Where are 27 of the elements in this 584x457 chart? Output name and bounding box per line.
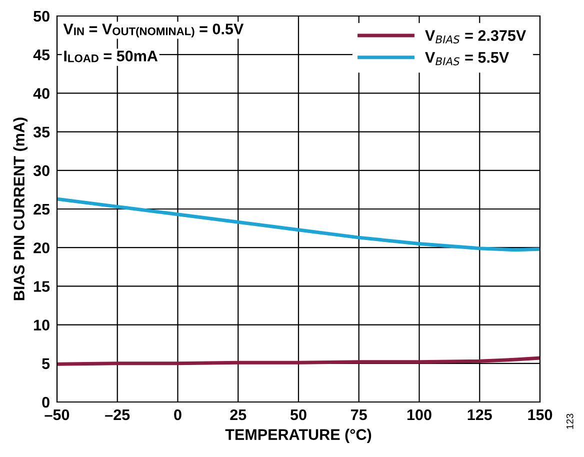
y-tick-label: 50 bbox=[34, 10, 50, 22]
y-tick-label: 10 bbox=[34, 320, 50, 330]
y-tick-label: 15 bbox=[34, 281, 50, 292]
x-tick-label: 50 bbox=[290, 409, 306, 420]
legend-label: V$_{BIAS}$ = 2.375V bbox=[425, 30, 526, 44]
x-tick-label: 75 bbox=[351, 410, 367, 420]
x-tick-label: 0 bbox=[174, 409, 182, 420]
line-series bbox=[57, 197, 540, 252]
y-tick-label: 30 bbox=[33, 165, 50, 176]
x-tick-label: 100 bbox=[407, 409, 432, 420]
y-tick-label: 45 bbox=[33, 50, 50, 60]
text: 123 bbox=[566, 414, 574, 429]
x-tick-label: 25 bbox=[230, 409, 246, 420]
x-axis-title: TEMPERATURE (°C) bbox=[225, 428, 372, 443]
y-tick-label: 25 bbox=[34, 204, 50, 215]
y-tick-label: 5 bbox=[42, 358, 50, 370]
x-tick-label: 125 bbox=[468, 409, 492, 420]
y-tick-label: 0 bbox=[42, 396, 50, 408]
y-tick-label: 35 bbox=[33, 126, 50, 138]
legend-label: V$_{BIAS}$ = 5.5V bbox=[425, 52, 510, 66]
x-tick-label: –50 bbox=[44, 409, 70, 420]
line-series bbox=[57, 356, 540, 366]
y-tick-label: 20 bbox=[34, 242, 50, 254]
y-axis-title: BIAS PIN CURRENT (mA) bbox=[13, 118, 28, 300]
y-tick-label: 40 bbox=[33, 88, 50, 99]
x-tick-label: –25 bbox=[105, 409, 130, 420]
x-tick-label: 150 bbox=[528, 409, 552, 420]
